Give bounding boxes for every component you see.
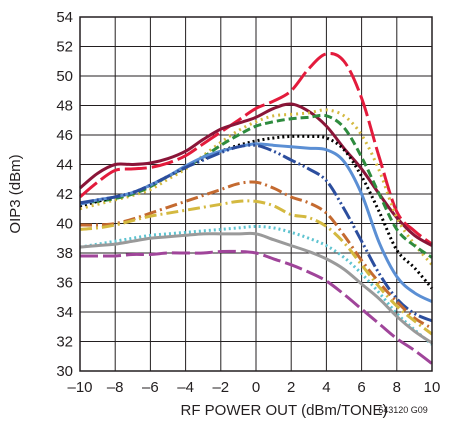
- series-line-1: [79, 51, 433, 246]
- x-tick-labels: –10 –8 –6 –4 –2 0 2 4 6 8 10: [67, 379, 440, 396]
- x-tick-label: –6: [142, 379, 159, 396]
- series-line-9: [79, 199, 433, 336]
- y-tick-label: 30: [56, 363, 73, 380]
- x-tick-label: 6: [357, 379, 365, 396]
- x-tick-label: 10: [424, 379, 441, 396]
- x-tick-label: 4: [322, 379, 330, 396]
- series-line-8: [79, 180, 433, 330]
- series-line-12: [80, 249, 433, 365]
- figure-id: 643120 G09: [378, 405, 428, 415]
- series-line-7: [79, 143, 433, 323]
- y-tick-label: 32: [56, 334, 73, 351]
- y-tick-label: 44: [56, 157, 73, 174]
- y-tick-label: 36: [56, 275, 73, 292]
- series-group: [79, 51, 434, 365]
- y-tick-label: 48: [56, 98, 73, 115]
- y-tick-label: 54: [56, 9, 73, 26]
- y-tick-label: 46: [56, 127, 73, 144]
- series-line-4: [79, 113, 433, 259]
- y-tick-label: 50: [56, 68, 73, 85]
- series-line-3: [79, 108, 434, 266]
- y-tick-label: 52: [56, 39, 73, 56]
- y-axis-label: OIP3 (dBm): [7, 154, 24, 233]
- x-tick-label: 0: [252, 379, 260, 396]
- y-tick-label: 42: [56, 186, 73, 203]
- y-tick-label: 34: [56, 304, 73, 321]
- x-tick-label: 2: [287, 379, 295, 396]
- x-tick-label: 8: [393, 379, 401, 396]
- plot-frame: [79, 16, 433, 372]
- y-tick-label: 38: [56, 245, 73, 262]
- x-tick-label: –8: [107, 379, 124, 396]
- y-tick-labels: 30 32 34 36 38 40 42 44 46 48 50 52 54: [56, 9, 73, 380]
- x-axis-label: RF POWER OUT (dBm/TONE): [181, 402, 388, 419]
- x-tick-label: –10: [67, 379, 92, 396]
- series-line-11: [79, 231, 433, 345]
- x-tick-label: –2: [212, 379, 229, 396]
- x-tick-label: –4: [177, 379, 194, 396]
- y-tick-label: 40: [56, 216, 73, 233]
